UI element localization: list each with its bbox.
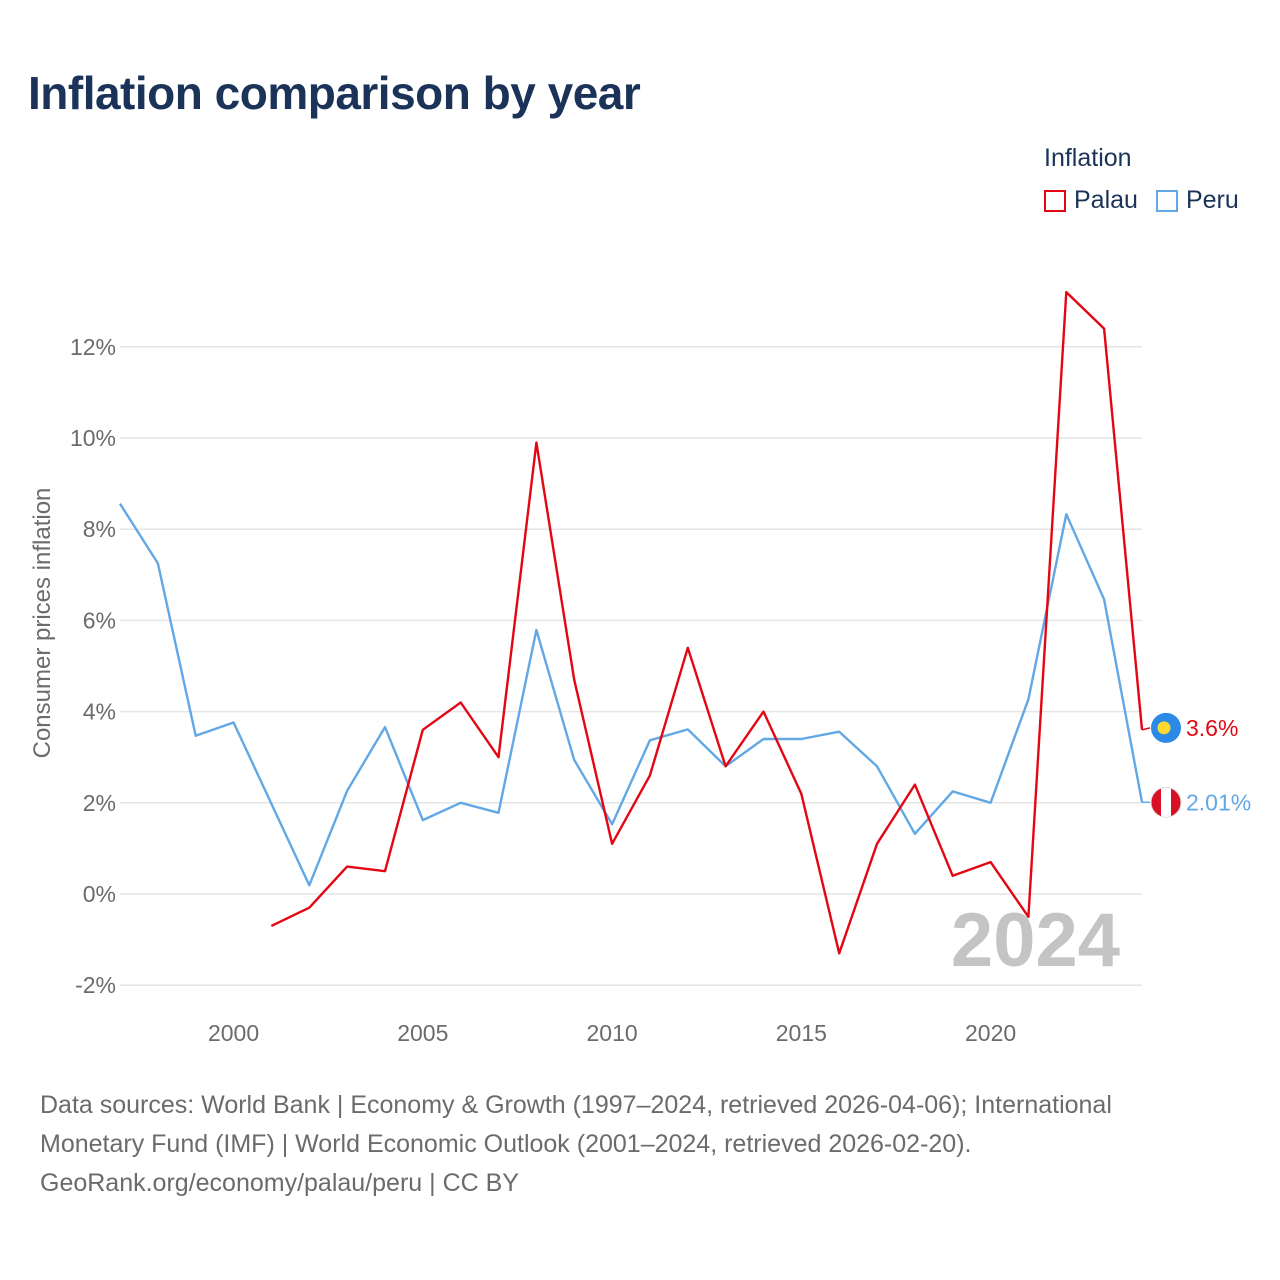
y-tick-label: 6% xyxy=(83,607,116,633)
legend-item-palau[interactable]: Palau xyxy=(1044,186,1138,215)
x-tick-label: 2000 xyxy=(208,1020,259,1046)
year-watermark: 2024 xyxy=(951,898,1120,983)
peru-flag-icon xyxy=(1150,786,1182,818)
end-label-palau: 3.6% xyxy=(1186,715,1238,741)
chart-title: Inflation comparison by year xyxy=(28,67,641,119)
y-tick-label: 10% xyxy=(70,425,116,451)
y-tick-labels: -2% 0% 2% 4% 6% 8% 10% 12% xyxy=(70,334,116,998)
line-chart: -2% 0% 2% 4% 6% 8% 10% 12% 2000 2005 2010 2015 2020… xyxy=(29,290,1251,1046)
peru-flag-red-right xyxy=(1171,787,1181,818)
end-label-peru: 2.01% xyxy=(1186,789,1251,815)
x-tick-label: 2010 xyxy=(586,1020,637,1046)
y-tick-label: 0% xyxy=(83,881,116,907)
legend-label-peru: Peru xyxy=(1185,186,1239,214)
palau-flag-icon xyxy=(1151,712,1181,743)
y-tick-label: 8% xyxy=(83,516,116,542)
footer-line-3: GeoRank.org/economy/palau/peru | CC BY xyxy=(40,1169,519,1197)
y-tick-label: -2% xyxy=(75,972,116,998)
legend-title: Inflation xyxy=(1044,144,1132,172)
end-connector-palau xyxy=(1141,727,1151,731)
legend-swatch-peru xyxy=(1155,189,1178,212)
legend: Palau Peru xyxy=(1044,186,1257,215)
footer: Data sources: World Bank | Economy & Gro… xyxy=(40,1086,1240,1203)
y-tick-label: 12% xyxy=(70,334,116,360)
end-labels: 3.6% 2.01% xyxy=(1141,712,1251,818)
gridlines xyxy=(120,346,1142,986)
y-axis-label: Consumer prices inflation xyxy=(29,488,56,759)
legend-label-palau: Palau xyxy=(1074,186,1138,214)
y-tick-label: 4% xyxy=(83,699,116,725)
peru-flag-red-left xyxy=(1151,787,1161,818)
series-line-palau xyxy=(270,290,1144,955)
legend-swatch-palau xyxy=(1044,189,1066,212)
x-tick-label: 2015 xyxy=(776,1020,827,1046)
series-line-peru xyxy=(118,503,1144,887)
x-tick-label: 2005 xyxy=(397,1020,448,1046)
legend-item-peru[interactable]: Peru xyxy=(1155,186,1239,215)
x-tick-label: 2020 xyxy=(965,1020,1016,1046)
x-tick-labels: 2000 2005 2010 2015 2020 xyxy=(208,1020,1016,1046)
footer-line-1: Data sources: World Bank | Economy & Gro… xyxy=(40,1091,1112,1119)
palau-flag-moon xyxy=(1157,721,1171,735)
footer-line-2: Monetary Fund (IMF) | World Economic Out… xyxy=(40,1130,972,1158)
y-tick-label: 2% xyxy=(83,790,116,816)
series-lines xyxy=(118,290,1144,955)
